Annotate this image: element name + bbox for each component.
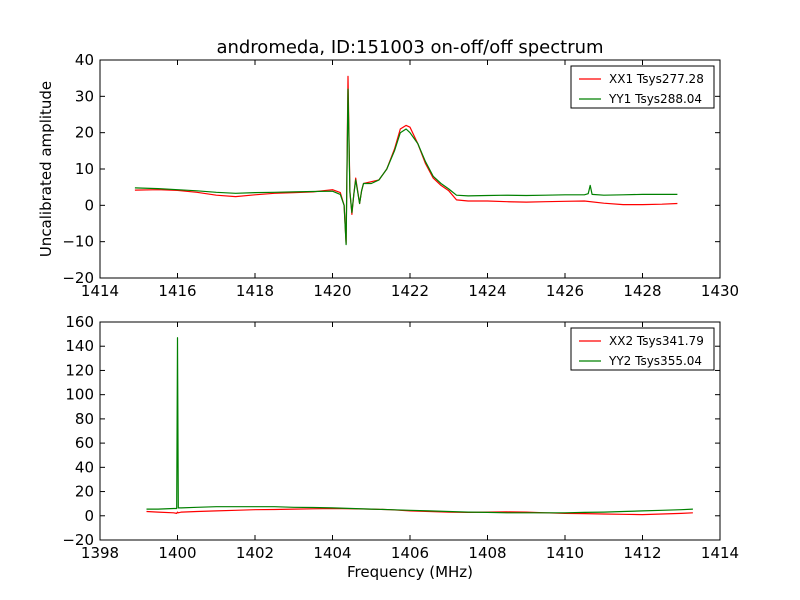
x-tick-label: 1424 — [468, 282, 506, 300]
y-tick-label: 100 — [65, 386, 94, 404]
x-tick-label: 1426 — [546, 282, 584, 300]
legend-label: XX2 Tsys341.79 — [609, 334, 704, 348]
y-tick-label: 10 — [75, 160, 94, 178]
legend-label: YY1 Tsys288.04 — [608, 92, 702, 106]
x-axis-label: Frequency (MHz) — [347, 563, 473, 581]
x-tick-label: 1410 — [546, 544, 584, 562]
y-tick-label: 60 — [75, 434, 94, 452]
y-tick-label: 140 — [65, 337, 94, 355]
y-tick-label: 0 — [84, 507, 94, 525]
legend: XX2 Tsys341.79 YY2 Tsys355.04 — [570, 327, 715, 371]
legend-label: YY2 Tsys355.04 — [608, 354, 702, 368]
bottom-spectrum-plot: 1398 1400 1402 1404 1406 1408 1410 1412 1414 −20 0… — [62, 313, 739, 562]
x-tick-label: 1430 — [701, 282, 739, 300]
legend: XX1 Tsys277.28 YY1 Tsys288.04 — [570, 65, 715, 109]
y-tick-label: 40 — [75, 458, 94, 476]
chart-title: andromeda, ID:151003 on-off/off spectrum — [216, 37, 603, 58]
x-tick-label: 1408 — [468, 544, 506, 562]
series-line-yy — [146, 337, 693, 514]
y-tick-label: 0 — [84, 196, 94, 214]
x-tick-label: 1416 — [158, 282, 196, 300]
y-tick-label: −20 — [62, 531, 94, 549]
y-tick-label: −20 — [62, 269, 94, 287]
x-tick-label: 1400 — [158, 544, 196, 562]
series-line-yy — [134, 88, 678, 246]
legend-label: XX1 Tsys277.28 — [609, 72, 704, 86]
y-axis-label: Uncalibrated amplitude — [37, 81, 55, 257]
legend-box — [570, 65, 715, 109]
x-tick-label: 1402 — [236, 544, 274, 562]
x-tick-label: 1404 — [313, 544, 351, 562]
x-tick-label: 1422 — [391, 282, 429, 300]
x-tick-label: 1414 — [81, 282, 119, 300]
y-tick-label: 80 — [75, 410, 94, 428]
y-tick-label: −10 — [62, 233, 94, 251]
x-tick-label: 1412 — [623, 544, 661, 562]
x-tick-label: 1398 — [81, 544, 119, 562]
y-tick-label: 20 — [75, 483, 94, 501]
legend-box — [570, 327, 715, 371]
x-tick-label: 1406 — [391, 544, 429, 562]
x-tick-label: 1420 — [313, 282, 351, 300]
y-tick-label: 30 — [75, 87, 94, 105]
y-tick-label: 120 — [65, 361, 94, 379]
x-tick-label: 1414 — [701, 544, 739, 562]
y-tick-label: 160 — [65, 313, 94, 331]
y-tick-label: 40 — [75, 51, 94, 69]
x-tick-label: 1428 — [623, 282, 661, 300]
y-tick-label: 20 — [75, 124, 94, 142]
x-tick-label: 1418 — [236, 282, 274, 300]
top-spectrum-plot: 1414 1416 1418 1420 1422 1424 1426 1428 1430 −20 −… — [62, 51, 739, 300]
